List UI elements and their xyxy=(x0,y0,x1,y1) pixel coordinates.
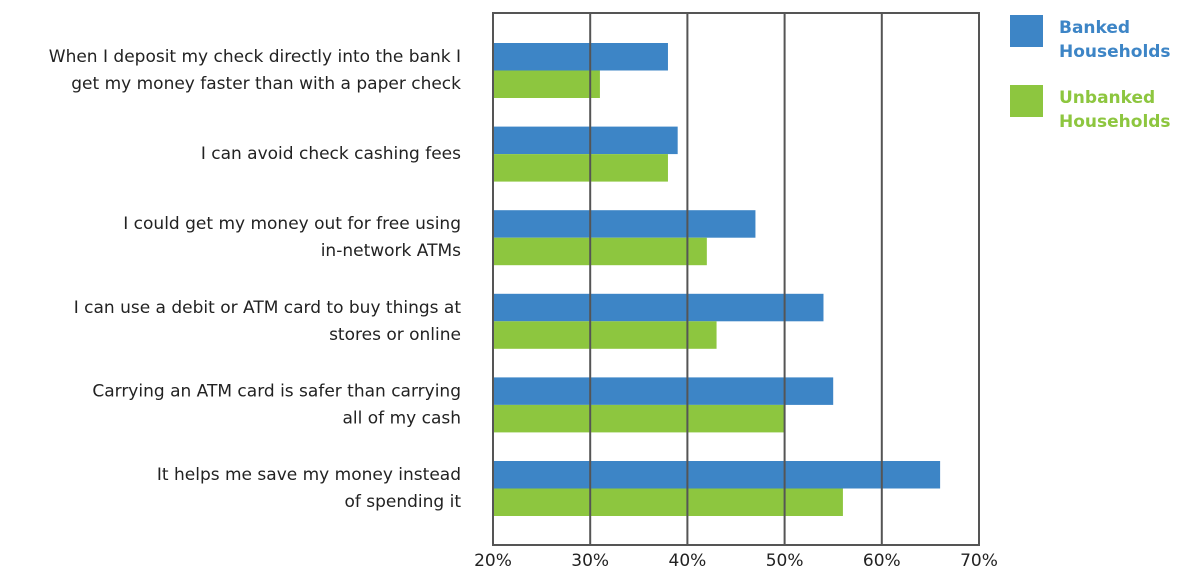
legend: Banked Households Unbanked Households xyxy=(1010,15,1171,132)
x-tick-label: 40% xyxy=(669,551,707,571)
legend-label: Households xyxy=(1059,42,1171,62)
bar-banked xyxy=(493,210,756,238)
grid-layer xyxy=(589,13,883,545)
category-label: I can use a debit or ATM card to buy thi… xyxy=(74,298,462,318)
bar-unbanked xyxy=(493,237,707,266)
category-label: of spending it xyxy=(344,492,461,512)
bar-banked xyxy=(493,43,668,71)
bar-unbanked xyxy=(493,154,668,182)
category-label: stores or online xyxy=(329,325,461,345)
legend-swatch xyxy=(1010,15,1043,47)
category-label: I could get my money out for free using xyxy=(123,214,461,234)
category-label: When I deposit my check directly into th… xyxy=(49,47,461,67)
bar-banked xyxy=(493,126,678,155)
category-label: Carrying an ATM card is safer than carry… xyxy=(92,381,461,401)
category-label: in-network ATMs xyxy=(321,241,461,261)
legend-label: Households xyxy=(1059,112,1171,132)
legend-label: Unbanked xyxy=(1059,88,1155,108)
category-label: all of my cash xyxy=(343,408,461,428)
bar-unbanked xyxy=(493,70,600,98)
category-labels: When I deposit my check directly into th… xyxy=(49,47,462,512)
x-tick-label: 70% xyxy=(960,551,998,571)
x-tick-label: 30% xyxy=(571,551,609,571)
category-label: I can avoid check cashing fees xyxy=(201,144,461,164)
x-tick-label: 20% xyxy=(474,551,512,571)
x-tick-label: 60% xyxy=(863,551,901,571)
bar-unbanked xyxy=(493,321,717,349)
legend-label: Banked xyxy=(1059,18,1130,38)
legend-swatch xyxy=(1010,85,1043,117)
x-axis-ticks: 20% 30% 40% 50% 60% 70% xyxy=(474,551,998,571)
category-label: It helps me save my money instead xyxy=(157,465,461,485)
plot-frame xyxy=(492,12,980,546)
bar-banked xyxy=(493,293,824,322)
x-tick-label: 50% xyxy=(766,551,804,571)
category-label: get my money faster than with a paper ch… xyxy=(71,74,461,94)
bar-banked xyxy=(493,377,834,405)
bars-layer xyxy=(493,43,941,516)
bar-unbanked xyxy=(493,488,843,516)
bar-banked xyxy=(493,461,941,489)
bar-unbanked xyxy=(493,404,785,433)
